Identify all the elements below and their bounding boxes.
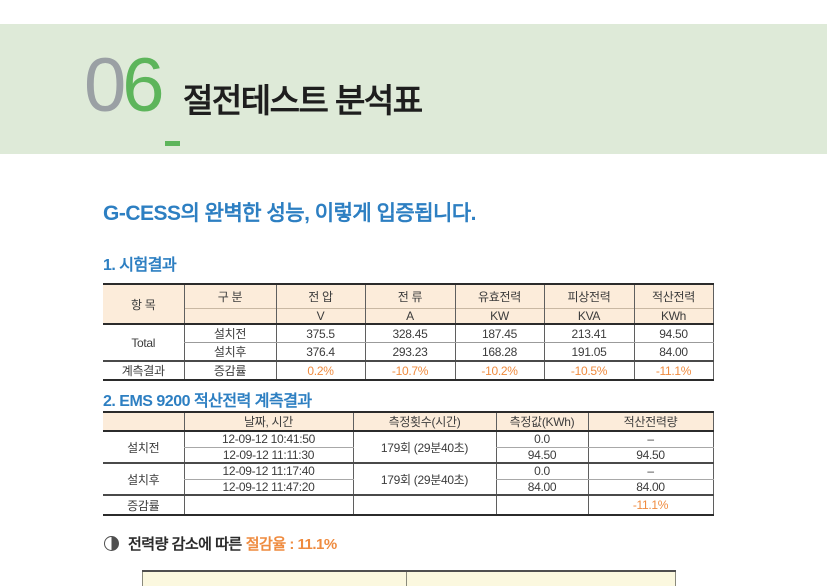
row-label-change-rate: 증감률 bbox=[183, 360, 276, 380]
clipped-bottom-table bbox=[142, 570, 676, 586]
value-cell: 213.41 bbox=[543, 324, 634, 343]
count-cell: 179회 (29분40초) bbox=[352, 462, 496, 495]
row-label-change-rate: 증감률 bbox=[103, 494, 184, 515]
col-header-count: 측정횟수(시간) bbox=[352, 412, 496, 432]
unit-cell-current: A bbox=[364, 307, 455, 325]
value-cell: – bbox=[587, 431, 714, 448]
row-label-result: 계측결과 bbox=[103, 360, 184, 380]
value-cell: -10.7% bbox=[364, 360, 455, 380]
clipped-table-cell bbox=[407, 572, 676, 586]
row-label-after: 설치후 bbox=[183, 342, 276, 361]
unit-cell-voltage: V bbox=[275, 307, 365, 325]
row-label-before: 설치전 bbox=[183, 324, 276, 343]
value-cell: 0.2% bbox=[275, 360, 365, 380]
col-header-datetime: 날짜, 시간 bbox=[183, 412, 353, 432]
test-result-table: 항 목 구 분 전 압 전 류 유효전력 피상전력 적산전력 V A KW KV… bbox=[103, 283, 714, 381]
col-header-cumulative: 적산전력량 bbox=[587, 412, 714, 432]
col-header-item: 항 목 bbox=[103, 284, 184, 325]
empty-cell bbox=[352, 494, 496, 515]
value-cell: 94.50 bbox=[495, 447, 588, 463]
row-label-total: Total bbox=[131, 335, 156, 350]
table-row: Total 설치전 375.5 328.45 187.45 213.41 94.… bbox=[103, 324, 714, 350]
value-cell: 187.45 bbox=[454, 324, 544, 343]
value-cell: -10.2% bbox=[454, 360, 544, 380]
unit-cell-cumulative-power: KWh bbox=[633, 307, 714, 325]
col-header-apparent-power: 피상전력 bbox=[543, 284, 634, 308]
empty-cell bbox=[495, 494, 588, 515]
page-title: 절전테스트 분석표 bbox=[183, 82, 423, 119]
chapter-number: 06 bbox=[84, 48, 165, 124]
col-header-voltage: 전 압 bbox=[275, 284, 365, 308]
col-header-active-power: 유효전력 bbox=[454, 284, 544, 308]
value-cell: 84.00 bbox=[633, 342, 714, 361]
value-cell: -11.1% bbox=[587, 494, 714, 515]
value-cell: 376.4 bbox=[275, 342, 365, 361]
value-cell: – bbox=[587, 462, 714, 480]
unit-cell-active-power: KW bbox=[454, 307, 544, 325]
value-cell: 84.00 bbox=[587, 479, 714, 495]
datetime-cell: 12-09-12 10:41:50 bbox=[183, 431, 353, 448]
col-header-category: 구 분 bbox=[183, 284, 276, 308]
section1-heading: 1. 시험결과 bbox=[103, 257, 177, 274]
value-cell: 94.50 bbox=[633, 324, 714, 343]
ems-measure-table: 날짜, 시간 측정횟수(시간) 측정값(KWh) 적산전력량 설치전 12-09… bbox=[103, 411, 714, 516]
empty-cell bbox=[183, 494, 353, 515]
value-cell: 328.45 bbox=[364, 324, 455, 343]
value-cell: -10.5% bbox=[543, 360, 634, 380]
col-header-measured: 측정값(KWh) bbox=[495, 412, 588, 432]
col-header-empty bbox=[103, 412, 184, 432]
value-cell: 0.0 bbox=[495, 462, 588, 480]
unit-cell-apparent-power: KVA bbox=[543, 307, 634, 325]
table-row: 12-09-12 11:47:20 84.00 84.00 bbox=[103, 479, 714, 495]
underscore-accent bbox=[165, 141, 180, 146]
headline: G-CESS의 완벽한 성능, 이렇게 입증됩니다. bbox=[103, 202, 477, 225]
value-cell: -11.1% bbox=[633, 360, 714, 380]
row-label-before: 설치전 bbox=[127, 440, 160, 455]
chapter-digit-0: 0 bbox=[84, 43, 126, 128]
count-cell: 179회 (29분40초) bbox=[352, 431, 496, 463]
section2-heading: 2. EMS 9200 적산전력 계측결과 bbox=[103, 393, 312, 410]
table-row: 설치후 12-09-12 11:17:40 179회 (29분40초) 0.0 … bbox=[103, 462, 714, 495]
value-cell: 191.05 bbox=[543, 342, 634, 361]
row-label-after: 설치후 bbox=[103, 462, 184, 495]
clipped-table-cell bbox=[142, 572, 407, 586]
table-row: 계측결과 증감률 0.2% -10.7% -10.2% -10.5% -11.1… bbox=[103, 360, 714, 380]
table-row: 설치전 12-09-12 10:41:50 179회 (29분40초) 0.0 … bbox=[103, 431, 714, 463]
chapter-banner bbox=[0, 24, 827, 154]
datetime-cell: 12-09-12 11:47:20 bbox=[183, 479, 353, 495]
value-cell: 0.0 bbox=[495, 431, 588, 448]
col-header-current: 전 류 bbox=[364, 284, 455, 308]
savings-note: 전력량 감소에 따른 절감율 : 11.1% bbox=[104, 533, 337, 554]
chapter-digit-6: 6 bbox=[122, 43, 164, 128]
value-cell: 293.23 bbox=[364, 342, 455, 361]
value-cell: 94.50 bbox=[587, 447, 714, 463]
table-row: 설치후 376.4 293.23 168.28 191.05 84.00 bbox=[103, 342, 714, 361]
datetime-cell: 12-09-12 11:17:40 bbox=[183, 462, 353, 480]
note-highlight: 절감율 : 11.1% bbox=[245, 536, 337, 553]
datetime-cell: 12-09-12 11:11:30 bbox=[183, 447, 353, 463]
value-cell: 375.5 bbox=[275, 324, 365, 343]
unit-cell-empty bbox=[183, 307, 276, 325]
value-cell: 168.28 bbox=[454, 342, 544, 361]
table-row: 증감률 -11.1% bbox=[103, 494, 714, 515]
value-cell: 84.00 bbox=[495, 479, 588, 495]
note-text: 전력량 감소에 따른 bbox=[128, 536, 242, 553]
half-circle-bullet-icon bbox=[104, 536, 119, 551]
col-header-cumulative-power: 적산전력 bbox=[633, 284, 714, 308]
table-row: 12-09-12 11:11:30 94.50 94.50 bbox=[103, 447, 714, 463]
